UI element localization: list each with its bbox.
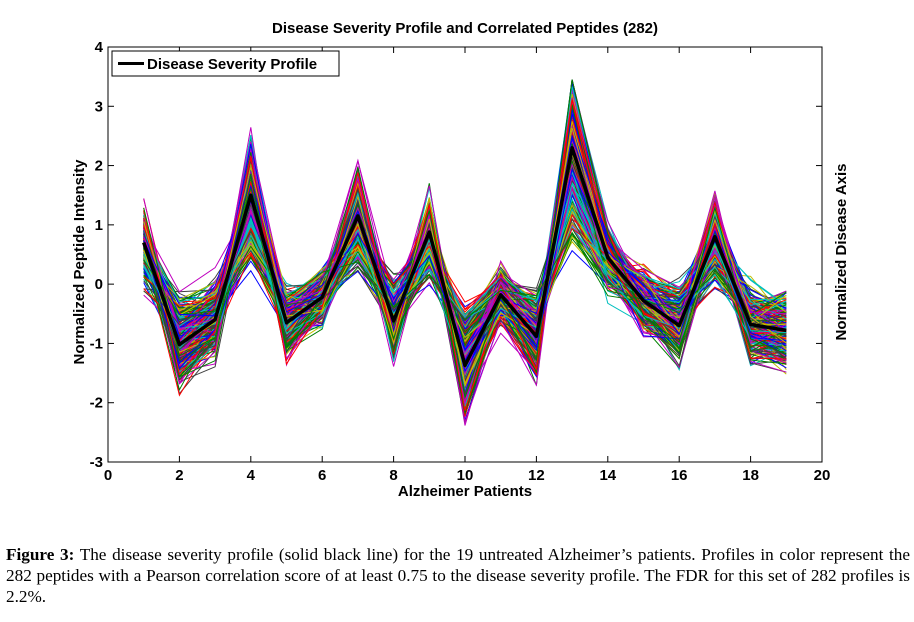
x-tick-label: 16	[671, 467, 688, 484]
x-tick-label: 20	[814, 467, 831, 484]
caption-text: The disease severity profile (solid blac…	[6, 545, 911, 606]
x-tick-label: 18	[742, 467, 759, 484]
right-axis-label: Normalized Disease Axis	[833, 163, 850, 340]
y-axis-label: Normalized Peptide Intensity	[71, 159, 88, 365]
x-axis-label: Alzheimer Patients	[398, 483, 532, 500]
x-tick-label: 2	[175, 467, 183, 484]
x-tick-label: 12	[528, 467, 545, 484]
chart-title: Disease Severity Profile and Correlated …	[272, 20, 658, 37]
peptide-profile-line	[143, 169, 787, 355]
x-tick-label: 10	[457, 467, 474, 484]
line-chart: Disease Severity Profile and Correlated …	[71, 20, 850, 500]
peptide-profiles	[143, 79, 787, 426]
peptide-profile-line	[143, 231, 787, 321]
y-tick-label: 1	[95, 217, 103, 234]
peptide-profile-line	[143, 207, 787, 319]
x-tick-label: 6	[318, 467, 326, 484]
y-tick-label: 3	[95, 98, 103, 115]
figure-caption: Figure 3: The disease severity profile (…	[6, 544, 910, 607]
y-tick-label: -2	[90, 395, 103, 412]
peptide-profile-line	[143, 162, 787, 354]
peptide-profile-line	[143, 79, 787, 400]
y-tick-label: -3	[90, 454, 103, 471]
legend: Disease Severity Profile	[111, 50, 340, 77]
x-tick-label: 4	[247, 467, 256, 484]
legend-box	[111, 50, 340, 77]
peptide-profile-line	[143, 127, 787, 386]
y-tick-label: 0	[95, 276, 103, 293]
y-tick-label: -1	[90, 335, 103, 352]
x-tick-label: 14	[599, 467, 616, 484]
disease-severity-line	[142, 146, 787, 368]
peptide-profile-line	[143, 217, 787, 328]
x-tick-label: 0	[104, 467, 112, 484]
y-tick-label: 2	[95, 158, 103, 175]
caption-label: Figure 3:	[6, 545, 75, 564]
disease-severity-line-group	[142, 146, 787, 368]
x-tick-label: 8	[389, 467, 397, 484]
peptide-profile-line	[143, 111, 787, 424]
peptide-profile-line	[143, 232, 787, 333]
peptide-profile-line	[143, 249, 787, 351]
y-tick-label: 4	[95, 39, 104, 56]
legend-label: Disease Severity Profile	[147, 56, 317, 73]
